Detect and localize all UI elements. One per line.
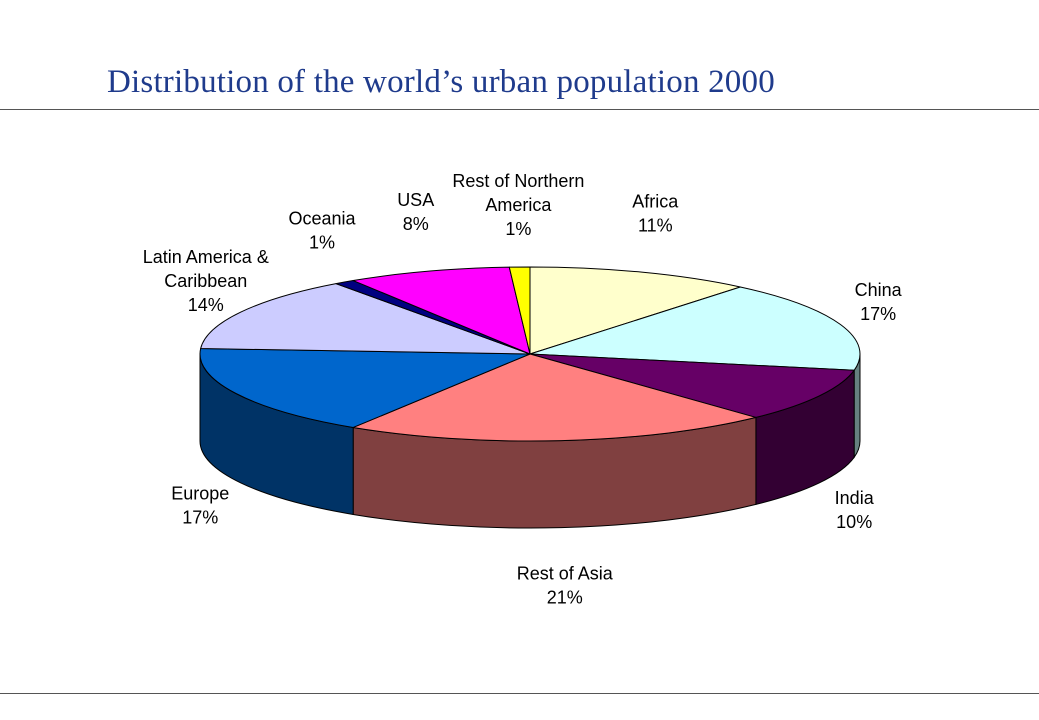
pie-slice-africa [529,266,741,355]
pie-label-latin-america-and-caribbean: Latin America & Caribbean 14% [143,247,269,315]
pie-label-china: China 17% [855,280,903,324]
pie-label-rest-of-northern-america: Rest of Northern America 1% [452,171,584,239]
pie-slice-rest-of-asia [352,353,757,442]
footer-divider [0,693,1039,694]
chart-title: Distribution of the world’s urban popula… [107,64,775,100]
pie-slices [199,266,861,442]
pie-slice-latin-america-and-caribbean [200,283,531,355]
pie-slice-rest-of-northern-america [508,266,531,355]
pie-label-oceania: Oceania 1% [288,208,356,252]
pie-slice-usa [352,266,531,355]
pie-label-rest-of-asia: Rest of Asia 21% [517,563,614,607]
pie-slice-europe [199,348,531,428]
pie-label-africa: Africa 11% [632,192,679,236]
pie-labels: Africa 11% China 17% India 10% Rest of Asia 21%… [143,171,903,607]
pie-label-usa: USA 8% [397,190,434,234]
pie-slice-india [529,353,855,418]
pie-sides [199,353,861,529]
title-divider [0,109,1039,110]
pie-label-india: India 10% [835,488,875,532]
pie-label-europe: Europe 17% [171,484,229,528]
pie-slice-china [529,286,861,371]
